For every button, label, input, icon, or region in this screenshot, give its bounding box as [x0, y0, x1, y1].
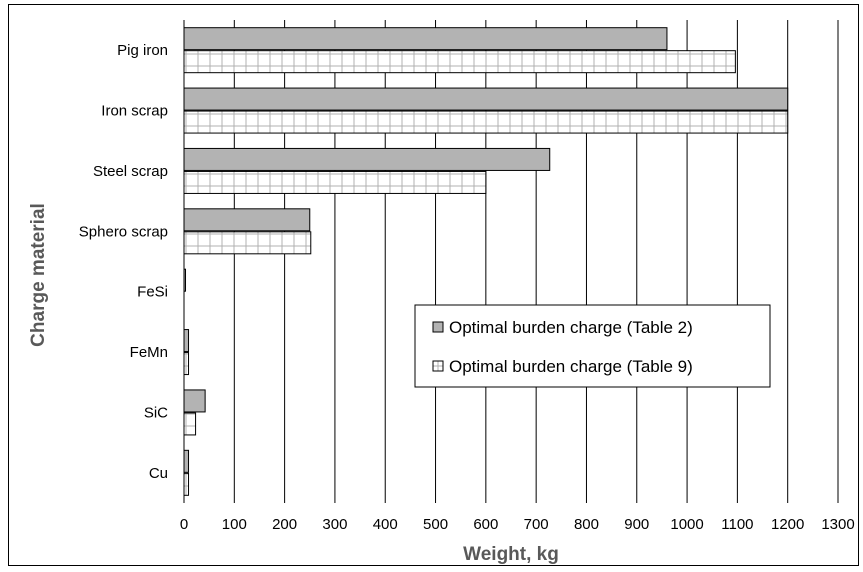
x-tick-label: 200 [272, 516, 297, 533]
y-axis-title: Charge material [28, 203, 49, 347]
x-tick-label: 400 [373, 516, 398, 533]
y-tick-label: Sphero scrap [79, 223, 168, 240]
y-tick-label: SiC [144, 404, 168, 421]
y-tick-label: Steel scrap [93, 163, 168, 180]
y-tick-label: Iron scrap [101, 103, 168, 120]
legend-label-table2: Optimal burden charge (Table 2) [449, 318, 693, 337]
bar-steel-scrap-table9 [183, 170, 487, 194]
bar-pig-iron-table9 [183, 50, 736, 74]
x-tick-label: 1000 [670, 516, 703, 533]
bar-iron-scrap-table9 [183, 110, 789, 134]
legend-box [414, 304, 771, 388]
bar-iron-scrap-table2 [183, 87, 789, 111]
y-tick-label: FeSi [137, 284, 168, 301]
x-tick-label: 300 [322, 516, 347, 533]
bar-sic-table9 [183, 412, 197, 436]
x-tick-label: 1200 [771, 516, 804, 533]
x-axis-tick-labels: 0 100 200 300 400 500 600 700 800 900 1000 1100 1200… [180, 516, 855, 533]
bar-steel-scrap-table2 [183, 147, 551, 171]
y-tick-label: Cu [149, 465, 168, 482]
legend-label-table9: Optimal burden charge (Table 9) [449, 357, 693, 376]
x-axis-title: Weight, kg [463, 544, 559, 565]
bar-pig-iron-table2 [183, 27, 668, 51]
x-tick-label: 900 [624, 516, 649, 533]
x-tick-label: 600 [473, 516, 498, 533]
y-axis-tick-labels: Pig iron Iron scrap Steel scrap Sphero scra… [79, 42, 168, 482]
bar-sic-table2 [183, 389, 206, 413]
x-tick-label: 700 [524, 516, 549, 533]
bar-fesi-table2 [183, 268, 187, 292]
legend: Optimal burden charge (Table 2) Optimal … [414, 304, 771, 388]
bar-sphero-scrap-table9 [183, 231, 312, 255]
bar-sphero-scrap-table2 [183, 208, 311, 232]
bar-femn-table9 [183, 352, 190, 376]
x-tick-label: 0 [180, 516, 188, 533]
bar-cu-table2 [183, 449, 190, 473]
x-tick-label: 800 [574, 516, 599, 533]
legend-swatch-table2 [432, 321, 444, 333]
x-tick-label: 500 [423, 516, 448, 533]
y-tick-label: FeMn [130, 344, 168, 361]
x-tick-label: 1100 [721, 516, 753, 533]
legend-swatch-table9 [432, 360, 444, 372]
bar-femn-table2 [183, 329, 190, 353]
x-tick-label: 1300 [821, 516, 854, 533]
x-tick-label: 100 [222, 516, 247, 533]
bar-cu-table9 [183, 472, 190, 496]
y-tick-label: Pig iron [117, 42, 168, 59]
bars [183, 27, 789, 496]
